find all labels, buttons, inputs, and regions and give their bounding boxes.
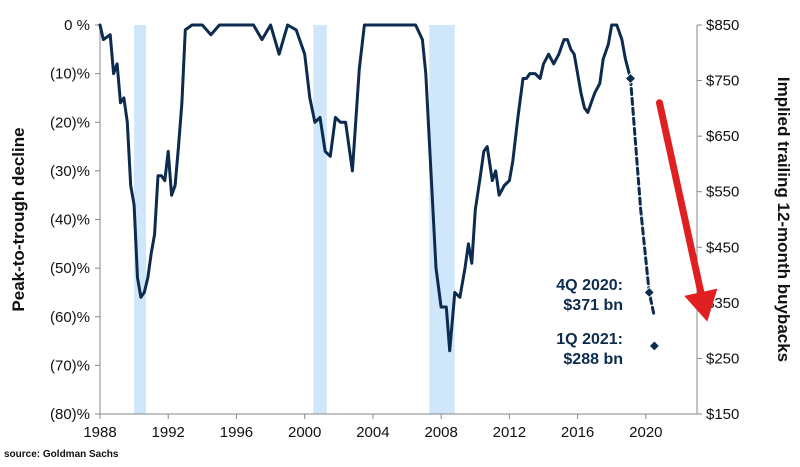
left-tick-label-7: (70)% bbox=[50, 357, 90, 374]
x-tick-label-2004: 2004 bbox=[356, 424, 389, 441]
left-tick-label-2: (20)% bbox=[50, 114, 90, 131]
annotation-0-value: $371 bn bbox=[563, 297, 623, 314]
buyback-decline-chart: 1988 1992 1996 2000 2004 2008 2012 2016 2020 0 % (… bbox=[9, 17, 793, 441]
left-tick-label-0: 0 % bbox=[64, 17, 90, 34]
x-tick-label-1988: 1988 bbox=[83, 424, 116, 441]
shaded-period-0 bbox=[134, 25, 147, 414]
series-lines bbox=[98, 23, 656, 353]
right-tick-label-5: $350 bbox=[706, 295, 739, 312]
diamond-marker-2 bbox=[648, 340, 660, 352]
left-tick-label-3: (30)% bbox=[50, 163, 90, 180]
tick-labels: 1988 1992 1996 2000 2004 2008 2012 2016 2020 0 % (… bbox=[9, 17, 793, 441]
right-tick-label-7: $150 bbox=[706, 406, 739, 423]
series-line-solid bbox=[98, 23, 632, 353]
x-tick-label-2008: 2008 bbox=[424, 424, 457, 441]
diamond-marker-1 bbox=[643, 286, 655, 299]
right-tick-label-3: $550 bbox=[706, 184, 739, 201]
right-tick-label-2: $650 bbox=[706, 128, 739, 145]
x-tick-label-2012: 2012 bbox=[493, 424, 526, 441]
left-tick-label-6: (60)% bbox=[50, 309, 90, 326]
x-tick-label-1992: 1992 bbox=[152, 424, 185, 441]
x-tick-label-1996: 1996 bbox=[220, 424, 253, 441]
annotation-0-period: 4Q 2020: bbox=[556, 277, 623, 294]
x-tick-label-2020: 2020 bbox=[629, 424, 662, 441]
right-tick-label-6: $250 bbox=[706, 350, 739, 367]
right-tick-label-1: $750 bbox=[706, 73, 739, 90]
axes bbox=[95, 24, 702, 419]
annotation-1-period: 1Q 2021: bbox=[556, 331, 623, 348]
red-arrow-shaft bbox=[655, 99, 705, 296]
left-tick-label-8: (80)% bbox=[50, 406, 90, 423]
left-axis-title: Peak-to-trough decline bbox=[9, 127, 28, 311]
annotation-1-value: $288 bn bbox=[563, 351, 623, 368]
right-tick-label-4: $450 bbox=[706, 239, 739, 256]
left-tick-label-4: (40)% bbox=[50, 212, 90, 229]
left-tick-label-1: (10)% bbox=[50, 66, 90, 83]
left-tick-label-5: (50)% bbox=[50, 260, 90, 277]
red-arrow-head bbox=[684, 288, 718, 322]
x-tick-label-2016: 2016 bbox=[561, 424, 594, 441]
source-note: source: Goldman Sachs bbox=[4, 449, 119, 460]
right-axis-title: Implied trailing 12-month buybacks bbox=[774, 77, 793, 362]
shaded-period-1 bbox=[313, 25, 327, 414]
right-tick-label-0: $850 bbox=[706, 17, 739, 34]
markers bbox=[624, 72, 660, 352]
series-line-dashed bbox=[629, 77, 656, 319]
diamond-marker-0 bbox=[624, 72, 637, 85]
x-tick-label-2000: 2000 bbox=[288, 424, 321, 441]
annotations: 4Q 2020: $371 bn 1Q 2021: $288 bn bbox=[556, 99, 718, 368]
